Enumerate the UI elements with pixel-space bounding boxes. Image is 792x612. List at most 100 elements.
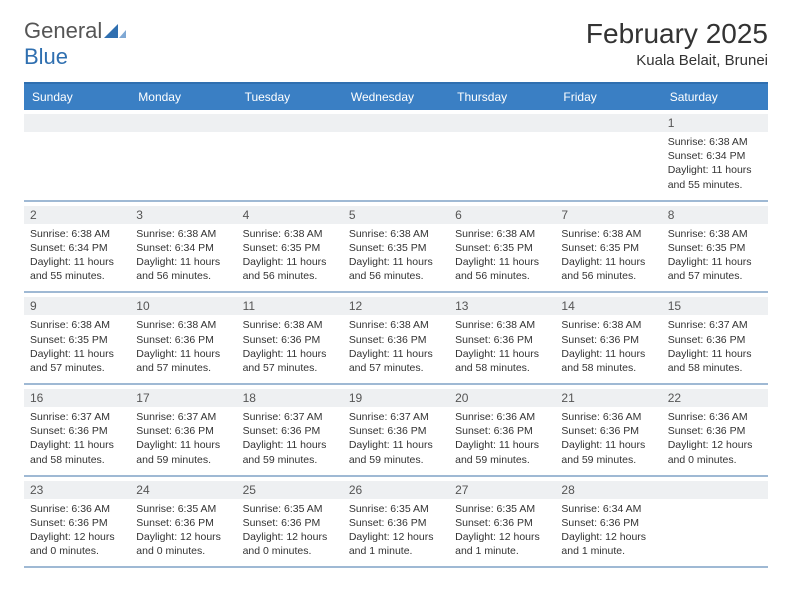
- sunrise-text: Sunrise: 6:35 AM: [455, 502, 549, 516]
- day-info: Sunrise: 6:37 AMSunset: 6:36 PMDaylight:…: [136, 410, 230, 467]
- sunrise-text: Sunrise: 6:37 AM: [668, 318, 762, 332]
- day-cell: 12 Sunrise: 6:38 AMSunset: 6:36 PMDayligh…: [343, 293, 449, 383]
- day-cell: [449, 110, 555, 200]
- day-info: Sunrise: 6:38 AMSunset: 6:36 PMDaylight:…: [136, 318, 230, 375]
- day-info: Sunrise: 6:38 AMSunset: 6:35 PMDaylight:…: [668, 227, 762, 284]
- sunrise-text: Sunrise: 6:38 AM: [349, 318, 443, 332]
- day-cell: [343, 110, 449, 200]
- day-cell: [237, 110, 343, 200]
- sunset-text: Sunset: 6:34 PM: [136, 241, 230, 255]
- day-cell: 11Sunrise: 6:38 AMSunset: 6:36 PMDayligh…: [237, 293, 343, 383]
- sunset-text: Sunset: 6:34 PM: [30, 241, 124, 255]
- header: General Blue February 2025 Kuala Belait,…: [24, 18, 768, 70]
- day-info: Sunrise: 6:38 AMSunset: 6:36 PMDaylight:…: [243, 318, 337, 375]
- day-number: 25: [237, 481, 343, 499]
- sunset-text: Sunset: 6:36 PM: [561, 424, 655, 438]
- sunset-text: Sunset: 6:36 PM: [455, 516, 549, 530]
- sunset-text: Sunset: 6:36 PM: [136, 333, 230, 347]
- sunrise-text: Sunrise: 6:36 AM: [30, 502, 124, 516]
- daylight-text: Daylight: 11 hours and 57 minutes.: [243, 347, 337, 375]
- day-number: 24: [130, 481, 236, 499]
- day-number: 10: [130, 297, 236, 315]
- daylight-text: Daylight: 11 hours and 56 minutes.: [243, 255, 337, 283]
- week-row: 2Sunrise: 6:38 AMSunset: 6:34 PMDaylight…: [24, 202, 768, 294]
- daylight-text: Daylight: 11 hours and 59 minutes.: [455, 438, 549, 466]
- day-cell: 6Sunrise: 6:38 AMSunset: 6:35 PMDaylight…: [449, 202, 555, 292]
- logo-text: General Blue: [24, 18, 126, 70]
- sunset-text: Sunset: 6:36 PM: [561, 516, 655, 530]
- day-info: Sunrise: 6:38 AMSunset: 6:35 PMDaylight:…: [243, 227, 337, 284]
- day-info: Sunrise: 6:35 AMSunset: 6:36 PMDaylight:…: [349, 502, 443, 559]
- daylight-text: Daylight: 12 hours and 0 minutes.: [30, 530, 124, 558]
- day-cell: 22Sunrise: 6:36 AMSunset: 6:36 PMDayligh…: [662, 385, 768, 475]
- daylight-text: Daylight: 11 hours and 56 minutes.: [561, 255, 655, 283]
- day-info: Sunrise: 6:38 AMSunset: 6:36 PMDaylight:…: [349, 318, 443, 375]
- sunrise-text: Sunrise: 6:38 AM: [349, 227, 443, 241]
- daylight-text: Daylight: 12 hours and 1 minute.: [349, 530, 443, 558]
- week-row: 9Sunrise: 6:38 AMSunset: 6:35 PMDaylight…: [24, 293, 768, 385]
- day-header: Sunday: [24, 84, 130, 110]
- sunset-text: Sunset: 6:36 PM: [455, 424, 549, 438]
- day-number: 7: [555, 206, 661, 224]
- day-cell: 20Sunrise: 6:36 AMSunset: 6:36 PMDayligh…: [449, 385, 555, 475]
- sunrise-text: Sunrise: 6:36 AM: [455, 410, 549, 424]
- sunrise-text: Sunrise: 6:38 AM: [668, 227, 762, 241]
- daylight-text: Daylight: 11 hours and 59 minutes.: [136, 438, 230, 466]
- sunset-text: Sunset: 6:36 PM: [455, 333, 549, 347]
- day-cell: 26Sunrise: 6:35 AMSunset: 6:36 PMDayligh…: [343, 477, 449, 567]
- calendar: Sunday Monday Tuesday Wednesday Thursday…: [24, 82, 768, 568]
- day-info: Sunrise: 6:38 AMSunset: 6:35 PMDaylight:…: [455, 227, 549, 284]
- sunset-text: Sunset: 6:36 PM: [136, 424, 230, 438]
- daylight-text: Daylight: 11 hours and 59 minutes.: [349, 438, 443, 466]
- day-number: 27: [449, 481, 555, 499]
- day-cell: 15Sunrise: 6:37 AMSunset: 6:36 PMDayligh…: [662, 293, 768, 383]
- day-header: Saturday: [662, 84, 768, 110]
- sunset-text: Sunset: 6:36 PM: [136, 516, 230, 530]
- day-info: Sunrise: 6:36 AMSunset: 6:36 PMDaylight:…: [30, 502, 124, 559]
- day-header: Friday: [555, 84, 661, 110]
- daylight-text: Daylight: 11 hours and 59 minutes.: [243, 438, 337, 466]
- day-number: 13: [449, 297, 555, 315]
- sunrise-text: Sunrise: 6:38 AM: [455, 318, 549, 332]
- day-cell: 24 Sunrise: 6:35 AMSunset: 6:36 PMDayligh…: [130, 477, 236, 567]
- daylight-text: Daylight: 12 hours and 0 minutes.: [243, 530, 337, 558]
- day-number: 22: [662, 389, 768, 407]
- day-cell: 13Sunrise: 6:38 AMSunset: 6:36 PMDayligh…: [449, 293, 555, 383]
- daylight-text: Daylight: 11 hours and 57 minutes.: [30, 347, 124, 375]
- day-info: Sunrise: 6:35 AMSunset: 6:36 PMDaylight:…: [136, 502, 230, 559]
- sunrise-text: Sunrise: 6:38 AM: [561, 227, 655, 241]
- week-row: 1Sunrise: 6:38 AMSunset: 6:34 PMDaylight…: [24, 110, 768, 202]
- day-cell: 16Sunrise: 6:37 AMSunset: 6:36 PMDayligh…: [24, 385, 130, 475]
- sunrise-text: Sunrise: 6:34 AM: [561, 502, 655, 516]
- day-info: Sunrise: 6:38 AMSunset: 6:35 PMDaylight:…: [30, 318, 124, 375]
- daylight-text: Daylight: 11 hours and 57 minutes.: [136, 347, 230, 375]
- sunrise-text: Sunrise: 6:37 AM: [243, 410, 337, 424]
- sunset-text: Sunset: 6:36 PM: [30, 424, 124, 438]
- sunrise-text: Sunrise: 6:35 AM: [136, 502, 230, 516]
- day-number: 12: [343, 297, 449, 315]
- logo-text-blue: Blue: [24, 44, 68, 69]
- sunrise-text: Sunrise: 6:38 AM: [668, 135, 762, 149]
- day-number: [449, 114, 555, 132]
- day-cell: 28Sunrise: 6:34 AMSunset: 6:36 PMDayligh…: [555, 477, 661, 567]
- sunrise-text: Sunrise: 6:38 AM: [30, 227, 124, 241]
- day-info: Sunrise: 6:37 AMSunset: 6:36 PMDaylight:…: [30, 410, 124, 467]
- day-cell: 8Sunrise: 6:38 AMSunset: 6:35 PMDaylight…: [662, 202, 768, 292]
- daylight-text: Daylight: 11 hours and 56 minutes.: [136, 255, 230, 283]
- sunrise-text: Sunrise: 6:38 AM: [561, 318, 655, 332]
- weeks-container: 1Sunrise: 6:38 AMSunset: 6:34 PMDaylight…: [24, 110, 768, 568]
- day-info: Sunrise: 6:38 AMSunset: 6:36 PMDaylight:…: [561, 318, 655, 375]
- day-cell: 27 Sunrise: 6:35 AMSunset: 6:36 PMDayligh…: [449, 477, 555, 567]
- sunrise-text: Sunrise: 6:38 AM: [136, 318, 230, 332]
- day-info: Sunrise: 6:36 AMSunset: 6:36 PMDaylight:…: [455, 410, 549, 467]
- day-number: 5: [343, 206, 449, 224]
- day-number: 4: [237, 206, 343, 224]
- day-cell: 23Sunrise: 6:36 AMSunset: 6:36 PMDayligh…: [24, 477, 130, 567]
- daylight-text: Daylight: 12 hours and 1 minute.: [455, 530, 549, 558]
- sunrise-text: Sunrise: 6:37 AM: [136, 410, 230, 424]
- logo-sail-icon: [104, 22, 126, 38]
- day-info: Sunrise: 6:35 AMSunset: 6:36 PMDaylight:…: [243, 502, 337, 559]
- day-info: Sunrise: 6:38 AMSunset: 6:34 PMDaylight:…: [668, 135, 762, 192]
- day-info: Sunrise: 6:35 AMSunset: 6:36 PMDaylight:…: [455, 502, 549, 559]
- day-number: 17: [130, 389, 236, 407]
